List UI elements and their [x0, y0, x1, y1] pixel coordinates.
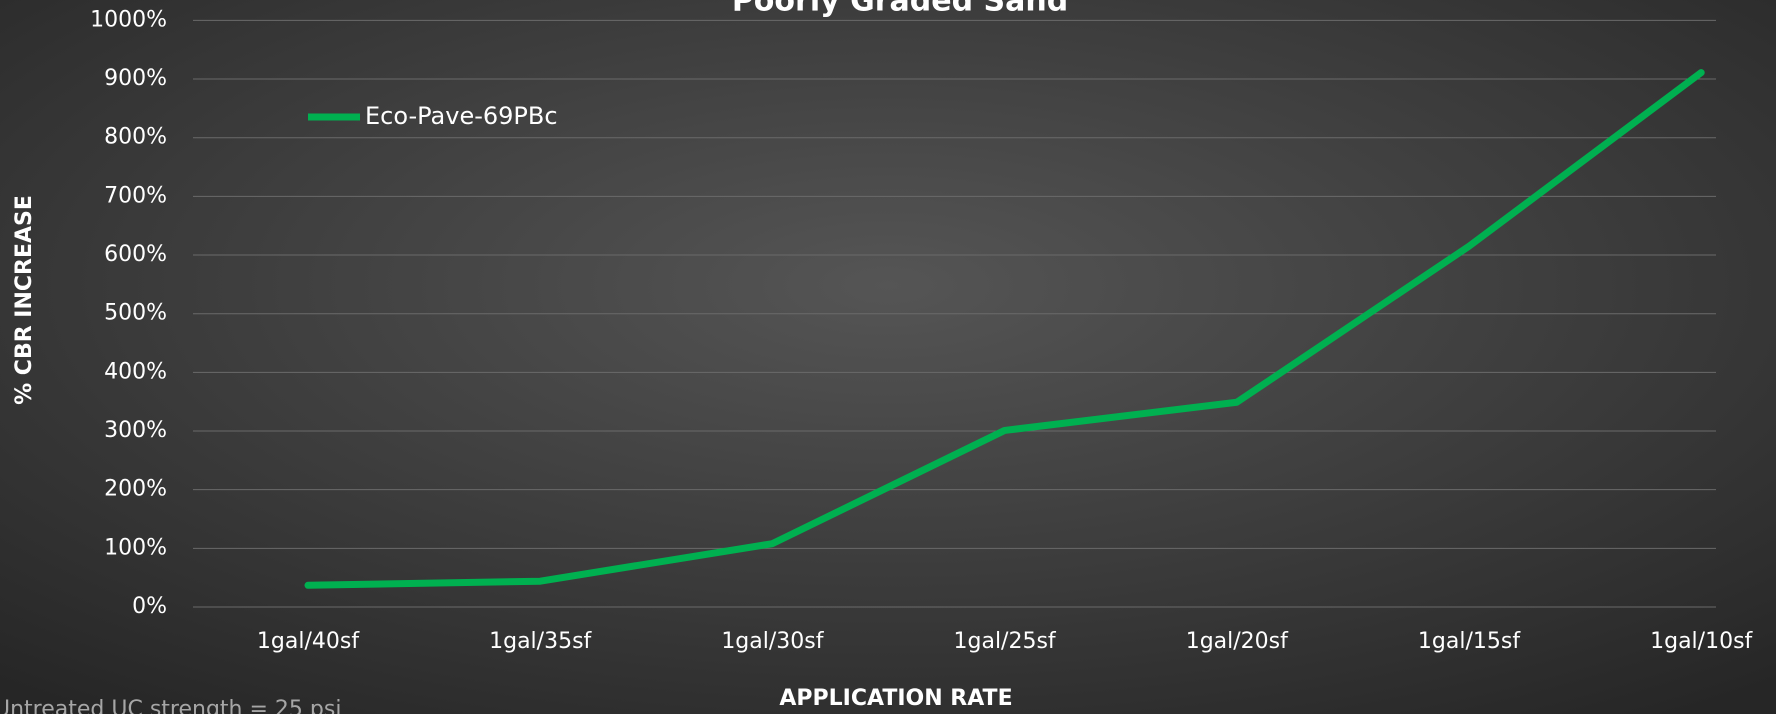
y-tick-label: 800% — [104, 125, 167, 150]
y-tick-label: 700% — [104, 183, 167, 208]
x-tick-label: 1gal/40sf — [257, 629, 360, 654]
x-axis-label: APPLICATION RATE — [779, 686, 1012, 711]
x-tick-label: 1gal/30sf — [721, 629, 824, 654]
y-tick-label: 500% — [104, 301, 167, 326]
y-tick-label: 200% — [104, 477, 167, 502]
x-tick-label: 1gal/35sf — [489, 629, 592, 654]
y-tick-label: 400% — [104, 359, 167, 384]
data-line — [304, 69, 1705, 589]
x-tick-label: 1gal/10sf — [1650, 629, 1753, 654]
x-tick-label: 1gal/25sf — [954, 629, 1057, 654]
y-tick-label: 100% — [104, 535, 167, 560]
y-tick-label: 0% — [132, 594, 167, 619]
y-axis-label: % CBR INCREASE — [12, 195, 37, 405]
y-tick-label: 900% — [104, 66, 167, 91]
chart-title: Poorly Graded Sand — [732, 0, 1068, 19]
y-tick-label: 1000% — [90, 7, 167, 32]
x-tick-label: 1gal/20sf — [1186, 629, 1289, 654]
legend-label: Eco-Pave-69PBc — [365, 102, 558, 130]
y-tick-label: 300% — [104, 418, 167, 443]
annotation: Untreated UC strength = 25 psi — [0, 697, 341, 714]
y-tick-label: 600% — [104, 242, 167, 267]
x-tick-label: 1gal/15sf — [1418, 629, 1521, 654]
